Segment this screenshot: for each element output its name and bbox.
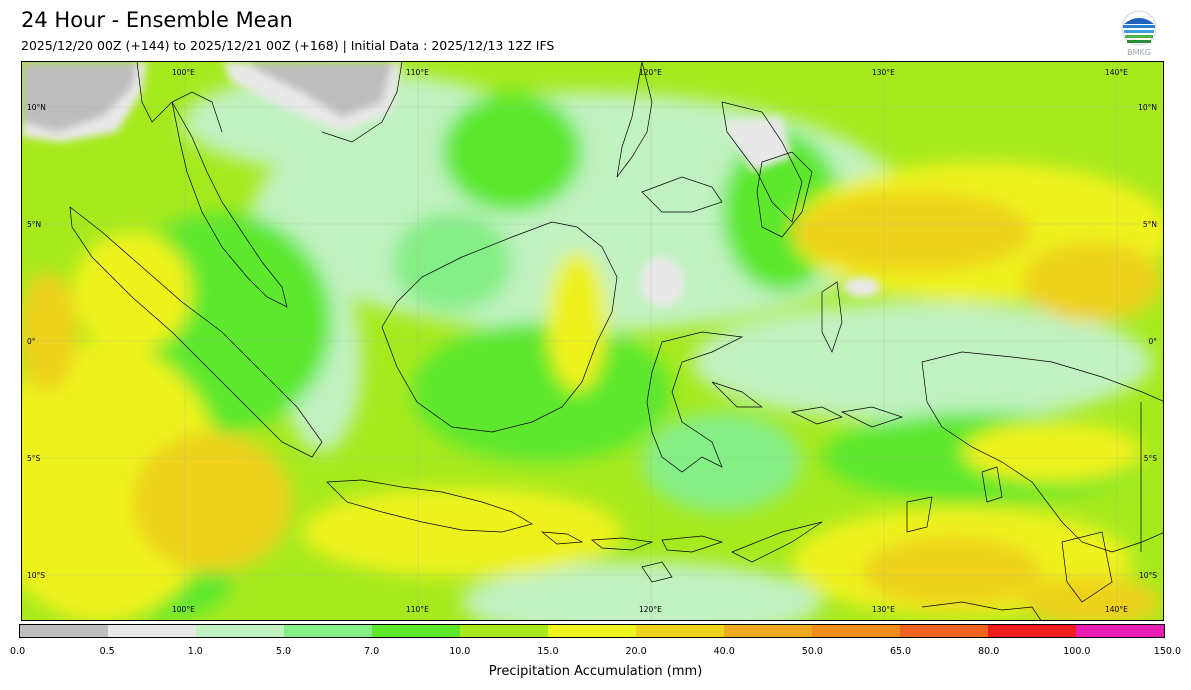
colorbar-tick-label: 5.0 <box>275 646 292 657</box>
lat-tick-left: 5°N <box>27 220 42 229</box>
colorbar-segment <box>548 625 636 637</box>
colorbar-tick-label: 0.5 <box>99 646 115 657</box>
colorbar-tick-label: 100.0 <box>1063 646 1091 657</box>
lat-tick-right: 0° <box>1148 337 1157 346</box>
colorbar-segment <box>636 625 724 637</box>
colorbar-tick-label: 1.0 <box>187 646 203 657</box>
colorbar-segment <box>20 625 108 637</box>
lon-tick-top: 130°E <box>872 68 895 77</box>
colorbar-segment <box>988 625 1076 637</box>
lon-tick-top: 110°E <box>406 68 429 77</box>
colorbar-tick-label: 150.0 <box>1153 646 1181 657</box>
colorbar-tick-label: 20.0 <box>625 646 647 657</box>
colorbar-segment <box>900 625 988 637</box>
colorbar-segment <box>196 625 284 637</box>
colorbar-title: Precipitation Accumulation (mm) <box>488 664 703 679</box>
lat-tick-left: 5°S <box>27 454 41 463</box>
lon-tick-top: 140°E <box>1105 68 1128 77</box>
colorbar-segment <box>812 625 900 637</box>
colorbar-segment <box>284 625 372 637</box>
colorbar-tick-label: 7.0 <box>364 646 380 657</box>
lat-tick-right: 5°N <box>1142 220 1157 229</box>
colorbar <box>19 624 1165 638</box>
lat-tick-left: 10°S <box>27 571 46 580</box>
colorbar-tick-label: 10.0 <box>449 646 471 657</box>
lat-tick-left: 0° <box>27 337 36 346</box>
lat-tick-left: 10°N <box>27 103 46 112</box>
lon-tick-top: 100°E <box>172 68 195 77</box>
colorbar-segment <box>724 625 812 637</box>
lon-tick-bottom: 100°E <box>172 605 195 614</box>
colorbar-segment <box>460 625 548 637</box>
lat-tick-right: 5°S <box>1143 454 1157 463</box>
colorbar-tick-label: 50.0 <box>801 646 823 657</box>
logo-text: BMKG <box>1127 48 1151 56</box>
lat-tick-right: 10°S <box>1138 571 1157 580</box>
lon-tick-top: 120°E <box>639 68 662 77</box>
chart-title: 24 Hour - Ensemble Mean <box>21 8 293 32</box>
colorbar-tick-label: 40.0 <box>713 646 735 657</box>
colorbar-tick-label: 80.0 <box>978 646 1000 657</box>
precipitation-map: 100°E 110°E 120°E 130°E 140°E 100°E 110°… <box>21 61 1164 621</box>
colorbar-segment <box>108 625 196 637</box>
lat-tick-right: 10°N <box>1138 103 1157 112</box>
lon-tick-bottom: 140°E <box>1105 605 1128 614</box>
lon-tick-bottom: 130°E <box>872 605 895 614</box>
lon-tick-bottom: 120°E <box>639 605 662 614</box>
colorbar-tick-label: 0.0 <box>10 646 26 657</box>
lon-tick-bottom: 110°E <box>406 605 429 614</box>
colorbar-tick-label: 15.0 <box>537 646 559 657</box>
colorbar-segment <box>372 625 460 637</box>
bmkg-logo: BMKG <box>1119 10 1159 57</box>
chart-subtitle: 2025/12/20 00Z (+144) to 2025/12/21 00Z … <box>21 38 555 53</box>
colorbar-tick-label: 65.0 <box>889 646 912 657</box>
colorbar-segment <box>1076 625 1164 637</box>
